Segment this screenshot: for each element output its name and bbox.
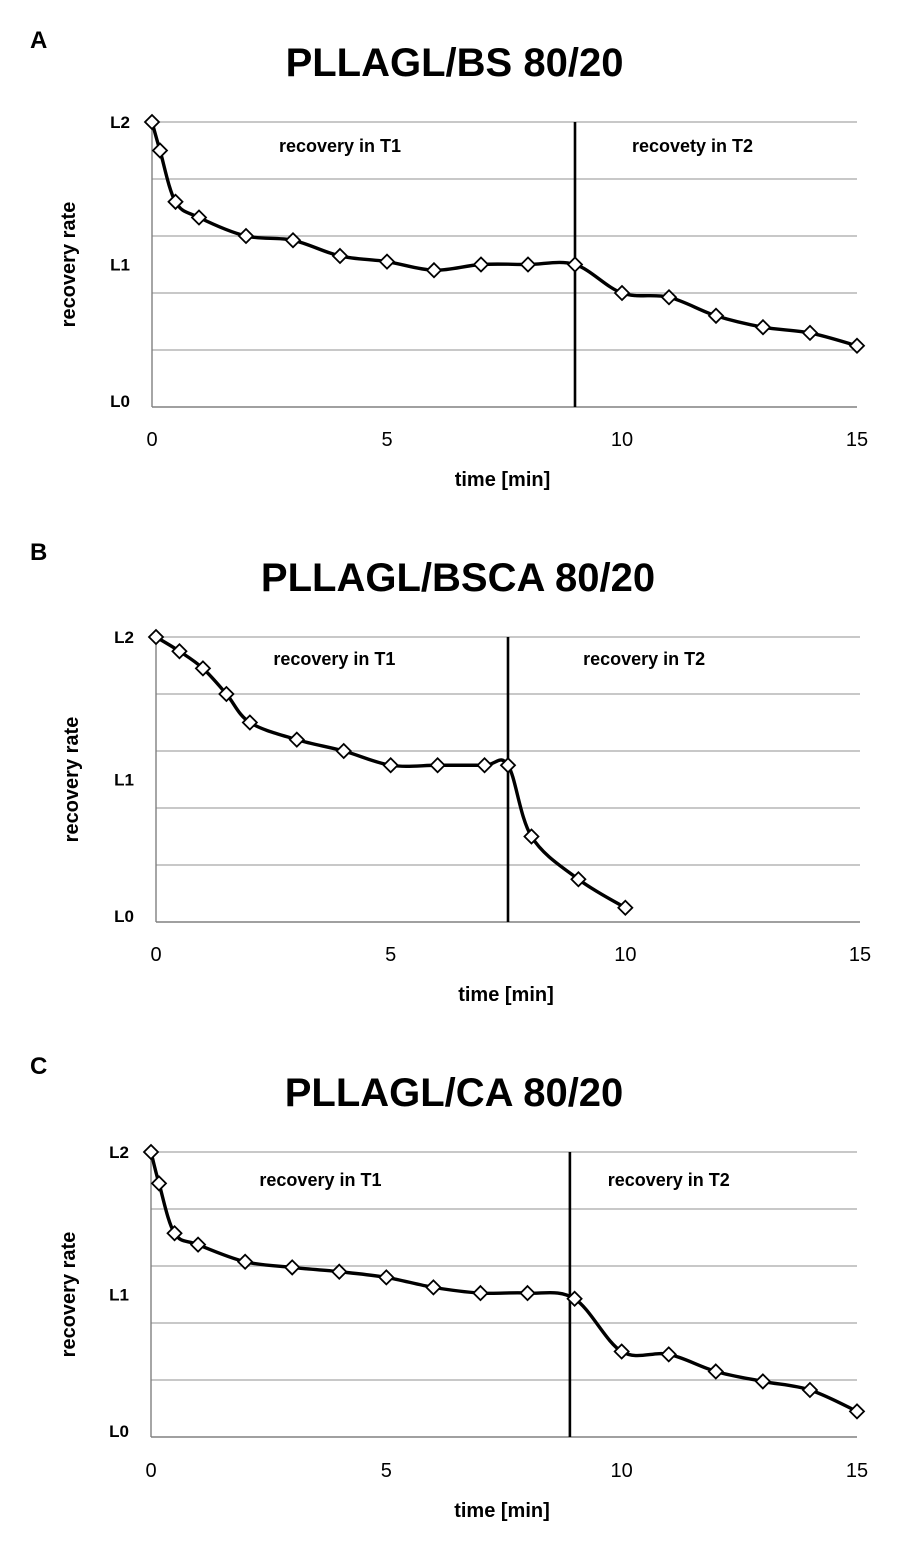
- data-point-marker: [519, 256, 537, 273]
- data-point-marker: [707, 1363, 725, 1380]
- x-tick-label: 10: [611, 1460, 633, 1482]
- region-label: recovery in T1: [273, 649, 395, 669]
- chart-panel-b: B PLLAGL/BSCA 80/20 L0 L1 L2 0 5 10 15 time [min]…: [30, 539, 871, 1006]
- x-tick-label: 0: [146, 429, 157, 451]
- data-point-marker: [194, 660, 212, 677]
- data-point-marker: [472, 256, 490, 273]
- data-point-marker: [429, 756, 446, 774]
- data-point-marker: [143, 113, 161, 131]
- region-label: recovery in T1: [279, 136, 401, 156]
- y-axis-label: recovery rate: [58, 1232, 80, 1358]
- x-tick-label: 15: [849, 944, 871, 966]
- data-point-marker: [425, 1279, 442, 1296]
- data-point-marker: [499, 756, 517, 774]
- data-point-marker: [848, 1403, 866, 1420]
- data-point-marker: [335, 742, 353, 760]
- data-point-marker: [189, 1236, 207, 1253]
- x-tick-label: 0: [145, 1460, 156, 1482]
- x-tick-label: 5: [381, 1460, 392, 1482]
- data-point-marker: [660, 289, 678, 306]
- x-tick-label: 15: [846, 1460, 868, 1482]
- data-point-marker: [570, 870, 587, 888]
- data-point-marker: [613, 284, 631, 302]
- x-axis-label: time [min]: [458, 984, 554, 1006]
- data-point-marker: [472, 1284, 489, 1302]
- y-tick-label: L2: [110, 113, 130, 132]
- y-tick-label: L2: [114, 628, 134, 647]
- y-tick-label: L0: [109, 1422, 129, 1441]
- data-point-marker: [425, 261, 443, 279]
- region-label: recovery in T1: [259, 1170, 381, 1190]
- chart-panel-a: A PLLAGL/BS 80/20 L0 L1 L2 0 5 10 15 time [min] re…: [30, 27, 868, 491]
- x-tick-label: 15: [846, 429, 868, 451]
- data-point-marker: [613, 1343, 630, 1360]
- data-point-marker: [167, 193, 184, 211]
- data-point-marker: [237, 227, 255, 245]
- x-tick-label: 5: [385, 944, 396, 966]
- y-tick-label: L2: [109, 1143, 129, 1162]
- chart-title: PLLAGL/BS 80/20: [286, 41, 624, 85]
- panel-letter: B: [30, 539, 47, 566]
- data-point-marker: [171, 642, 188, 660]
- x-tick-label: 10: [614, 944, 636, 966]
- data-point-marker: [378, 253, 396, 270]
- data-point-marker: [288, 731, 306, 748]
- data-point-marker: [190, 209, 208, 226]
- x-tick-label: 5: [381, 429, 392, 451]
- data-point-marker: [236, 1253, 254, 1270]
- chart-panel-c: C PLLAGL/CA 80/20 L0 L1 L2 0 5 10 15 time [min] re…: [30, 1053, 868, 1522]
- series-line: [149, 1150, 859, 1414]
- data-point-marker: [284, 232, 302, 249]
- data-point-marker: [801, 1381, 819, 1399]
- x-axis-label: time [min]: [454, 1500, 550, 1522]
- region-label: recovety in T2: [632, 136, 753, 156]
- data-point-marker: [660, 1346, 678, 1363]
- data-point-marker: [378, 1269, 395, 1286]
- data-point-marker: [150, 1175, 168, 1192]
- y-axis-label: recovery rate: [58, 202, 80, 328]
- panel-letter: C: [30, 1053, 47, 1080]
- data-point-marker: [283, 1259, 301, 1276]
- data-point-marker: [331, 247, 349, 265]
- data-point-marker: [382, 756, 399, 774]
- region-label: recovery in T2: [608, 1170, 730, 1190]
- data-point-marker: [147, 628, 165, 646]
- y-tick-label: L0: [114, 907, 134, 926]
- data-point-marker: [566, 1290, 583, 1308]
- data-point-marker: [218, 685, 235, 703]
- data-point-marker: [330, 1263, 348, 1280]
- data-point-marker: [151, 142, 169, 159]
- data-point-marker: [617, 899, 634, 917]
- region-label: recovery in T2: [583, 649, 705, 669]
- data-point-marker: [848, 337, 866, 354]
- x-axis-label: time [min]: [455, 469, 551, 491]
- data-point-marker: [566, 256, 584, 273]
- data-point-marker: [754, 318, 772, 336]
- panel-letter: A: [30, 27, 47, 54]
- data-point-marker: [523, 828, 540, 845]
- x-tick-label: 10: [611, 429, 633, 451]
- y-tick-label: L0: [110, 392, 130, 411]
- y-tick-label: L1: [109, 1286, 129, 1305]
- data-point-marker: [707, 307, 725, 325]
- data-point-marker: [476, 756, 493, 774]
- data-point-marker: [754, 1373, 772, 1390]
- data-point-marker: [519, 1284, 536, 1302]
- data-point-marker: [241, 714, 259, 731]
- chart-title: PLLAGL/BSCA 80/20: [261, 556, 655, 600]
- data-point-marker: [801, 324, 819, 342]
- data-point-marker: [166, 1224, 183, 1242]
- chart-title: PLLAGL/CA 80/20: [285, 1071, 624, 1115]
- y-axis-label: recovery rate: [61, 717, 83, 843]
- data-point-marker: [142, 1143, 160, 1161]
- y-tick-label: L1: [114, 771, 134, 790]
- x-tick-label: 0: [150, 944, 161, 966]
- y-tick-label: L1: [110, 256, 130, 275]
